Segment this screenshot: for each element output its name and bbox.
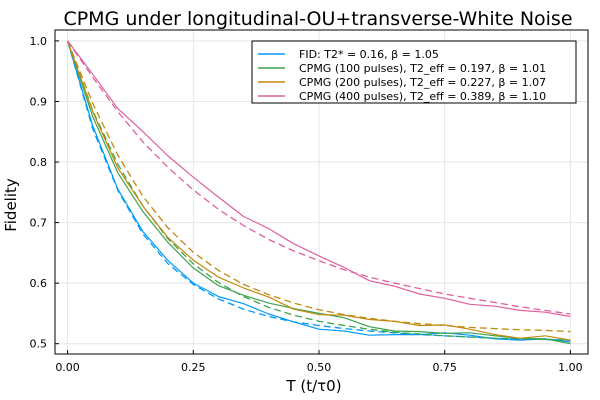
x-tick-label: 0.00 xyxy=(55,361,80,374)
axis-ticks: 0.00 0.25 0.50 0.75 1.00 0.5 0.6 0.7 0.8 0.9 1.0 xyxy=(30,35,583,374)
legend-label: CPMG (200 pulses), T2_eff = 0.227, β = 1… xyxy=(299,76,546,89)
legend-label: CPMG (400 pulses), T2_eff = 0.389, β = 1… xyxy=(299,90,546,103)
series-4 xyxy=(67,40,571,318)
legend-box xyxy=(251,40,577,104)
y-axis-label: Fidelity xyxy=(2,178,20,232)
y-tick-label: 0.8 xyxy=(30,156,48,169)
series-layer xyxy=(66,40,571,345)
y-tick-label: 0.9 xyxy=(30,95,48,108)
series-fit-line xyxy=(66,40,571,341)
x-axis-label: T (t/τ0) xyxy=(285,377,341,395)
x-tick-label: 0.50 xyxy=(307,361,332,374)
y-tick-label: 1.0 xyxy=(30,35,48,48)
y-tick-label: 0.6 xyxy=(30,277,48,290)
series-fit-line xyxy=(67,40,571,315)
series-2 xyxy=(66,40,571,345)
series-data-line xyxy=(67,40,571,345)
series-data-line xyxy=(67,40,571,318)
series-data-line xyxy=(67,40,571,341)
series-fit-line xyxy=(66,40,571,341)
plot-frame xyxy=(54,29,589,355)
x-tick-label: 0.25 xyxy=(181,361,206,374)
series-fit-line xyxy=(66,40,571,333)
series-3 xyxy=(66,40,571,341)
legend-label: FID: T2* = 0.16, β = 1.05 xyxy=(299,48,439,61)
y-tick-label: 0.5 xyxy=(30,338,48,351)
x-tick-label: 1.00 xyxy=(558,361,583,374)
y-tick-label: 0.7 xyxy=(30,217,48,230)
legend-label: CPMG (100 pulses), T2_eff = 0.197, β = 1… xyxy=(299,62,546,75)
chart-title: CPMG under longitudinal-OU+transverse-Wh… xyxy=(63,8,572,30)
x-tick-label: 0.75 xyxy=(432,361,457,374)
